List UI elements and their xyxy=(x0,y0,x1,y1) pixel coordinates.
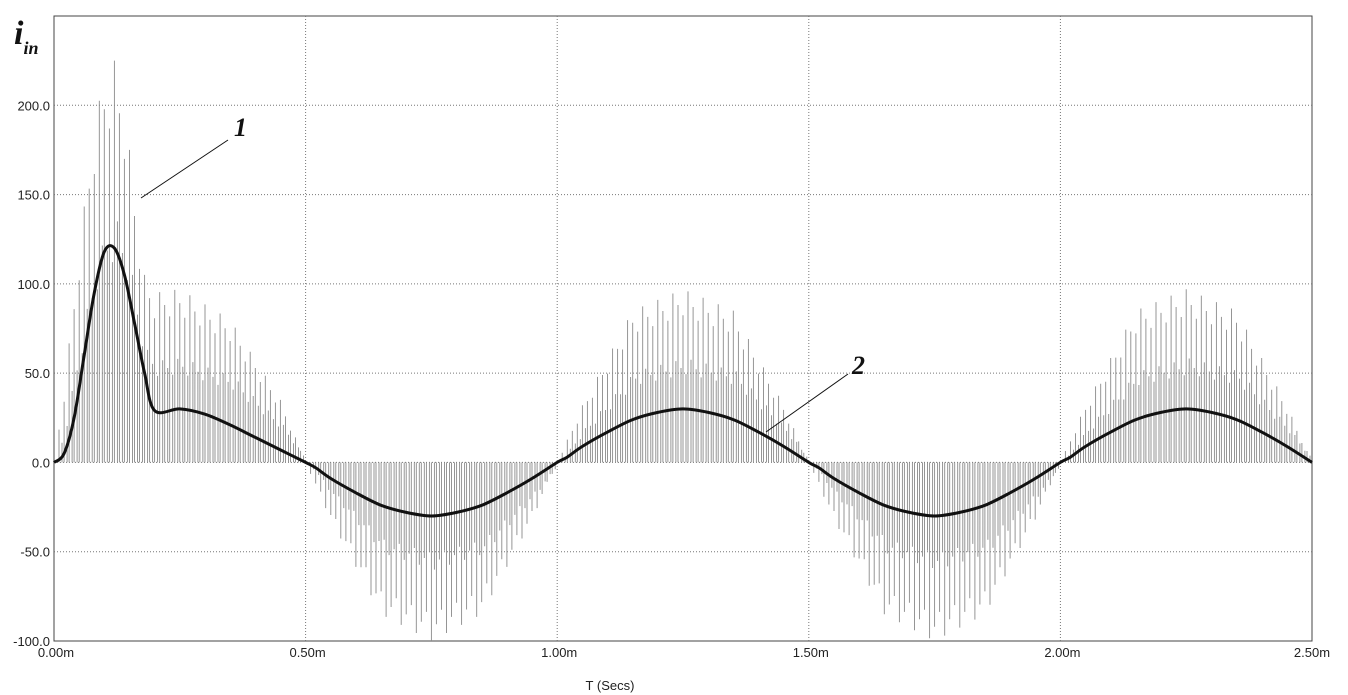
x-tick-labels: 0.00m 0.50m 1.00m 1.50m 2.00m 2.50m xyxy=(38,645,1330,660)
y-tick-label: 200.0 xyxy=(17,98,50,113)
y-tick-label: 0.0 xyxy=(32,455,50,470)
series-2-curve xyxy=(52,244,1313,518)
x-tick-label: 0.00m xyxy=(38,645,74,660)
callout-2-leader xyxy=(765,373,849,433)
y-tick-label: -100.0 xyxy=(13,634,50,649)
x-tick-label: 2.00m xyxy=(1044,645,1080,660)
y-tick-label: -50.0 xyxy=(20,545,50,560)
callout-1-label: 1 xyxy=(234,113,247,142)
callout-2-label: 2 xyxy=(851,351,865,380)
series-2-line xyxy=(52,244,1313,518)
x-axis-label: T (Secs) xyxy=(586,678,635,693)
y-tick-label: 150.0 xyxy=(17,188,50,203)
grid xyxy=(54,16,1312,641)
x-tick-label: 1.50m xyxy=(793,645,829,660)
y-tick-labels: 200.0 150.0 100.0 50.0 0.0 -50.0 -100.0 xyxy=(13,98,50,649)
y-axis-label-sub: in xyxy=(23,38,38,58)
y-tick-label: 100.0 xyxy=(17,277,50,292)
x-tick-label: 0.50m xyxy=(290,645,326,660)
x-tick-label: 1.00m xyxy=(541,645,577,660)
y-axis-label: iin xyxy=(14,15,38,58)
callout-1-leader xyxy=(140,139,229,199)
y-axis-label-main: i xyxy=(14,15,24,52)
y-tick-label: 50.0 xyxy=(25,366,50,381)
x-tick-label: 2.50m xyxy=(1294,645,1330,660)
